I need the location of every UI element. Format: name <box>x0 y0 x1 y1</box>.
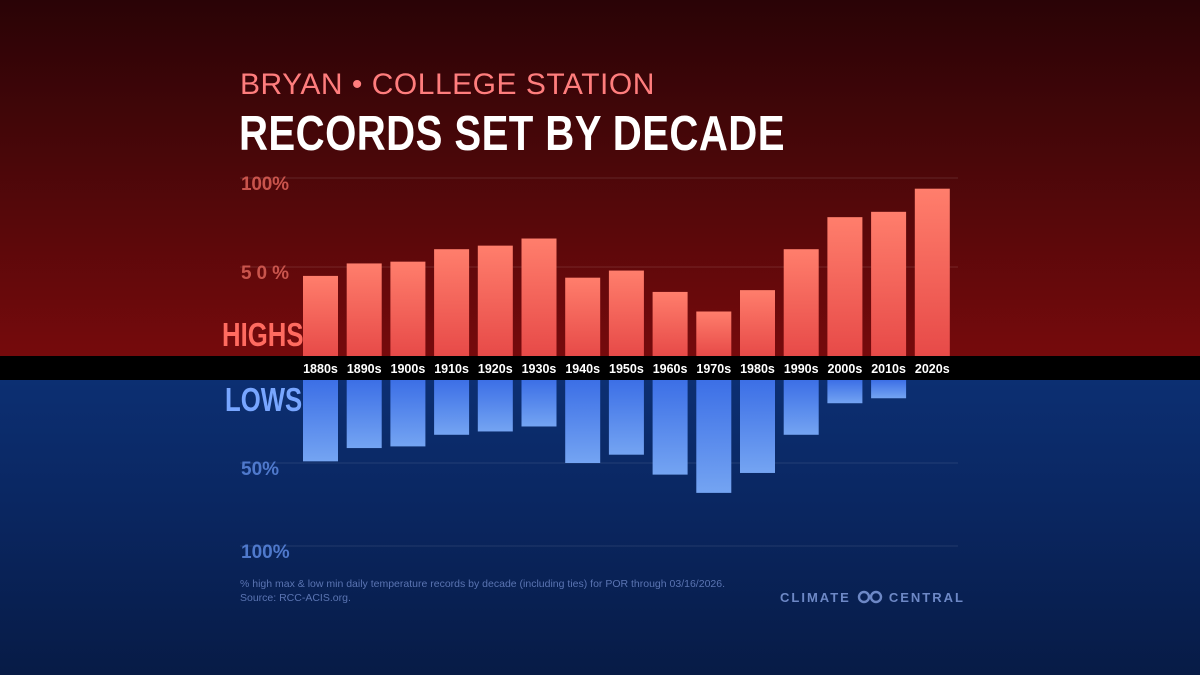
decade-label-2010s: 2010s <box>871 362 906 376</box>
highs-bar-1980s <box>740 290 775 356</box>
lows-bar-1920s <box>477 380 513 432</box>
highs-bar-2010s <box>871 211 907 356</box>
decade-label-1900s: 1900s <box>391 362 426 376</box>
chart-subtitle: BRYAN • COLLEGE STATION <box>240 68 655 101</box>
highs-bar-1880s <box>303 275 338 356</box>
decade-label-1980s: 1980s <box>740 362 775 376</box>
highs-bar-1950s <box>608 270 644 356</box>
decade-label-1950s: 1950s <box>609 362 644 376</box>
highs-tick-label: 50% <box>241 263 289 284</box>
decade-label-1990s: 1990s <box>784 362 819 376</box>
lows-bar-1960s <box>652 380 688 475</box>
decade-label-1970s: 1970s <box>696 362 731 376</box>
lows-bar-1880s <box>303 380 338 462</box>
decade-label-2020s: 2020s <box>915 362 950 376</box>
lows-bar-1970s <box>696 380 732 493</box>
decade-label-1960s: 1960s <box>653 362 688 376</box>
lows-tick-label: 50% <box>241 459 279 480</box>
lows-bar-1950s <box>608 380 644 455</box>
highs-bar-1920s <box>477 245 513 356</box>
highs-bar-1940s <box>565 277 601 356</box>
highs-bar-2020s <box>914 188 950 356</box>
lows-label: LOWS <box>225 381 303 418</box>
decade-label-1910s: 1910s <box>434 362 469 376</box>
lows-bar-1930s <box>521 380 557 427</box>
footnote: % high max & low min daily temperature r… <box>240 577 725 605</box>
lows-bar-1910s <box>434 380 470 435</box>
footnote-line-2: Source: RCC-ACIS.org. <box>240 592 351 604</box>
decade-label-1920s: 1920s <box>478 362 513 376</box>
lows-bar-1890s <box>346 380 382 449</box>
highs-bar-1890s <box>346 263 382 356</box>
highs-label: HIGHS <box>222 316 304 353</box>
highs-bar-1930s <box>521 238 557 356</box>
brand-left: CLIMATE <box>780 589 851 605</box>
highs-bar-2000s <box>827 217 863 356</box>
decade-label-1890s: 1890s <box>347 362 382 376</box>
highs-bar-1900s <box>390 261 426 356</box>
highs-bar-1990s <box>783 249 819 356</box>
lows-bar-2010s <box>871 380 907 399</box>
infinity-icon <box>857 590 883 604</box>
decade-label-2000s: 2000s <box>828 362 863 376</box>
lows-tick-label: 100% <box>241 542 290 563</box>
lows-bar-1980s <box>740 380 775 473</box>
highs-bar-1910s <box>434 249 470 356</box>
highs-tick-label: 100% <box>241 174 289 195</box>
decade-label-1940s: 1940s <box>565 362 600 376</box>
decade-axis-band <box>0 356 1200 380</box>
lows-bar-1900s <box>390 380 426 447</box>
climate-central-logo: CLIMATE CENTRAL <box>780 588 965 606</box>
decade-label-1930s: 1930s <box>522 362 557 376</box>
chart-title: RECORDS SET BY DECADE <box>239 107 785 161</box>
brand-right: CENTRAL <box>888 589 965 605</box>
lows-bar-1990s <box>783 380 819 435</box>
lows-bar-1940s <box>565 380 601 463</box>
highs-bar-1960s <box>652 291 688 356</box>
highs-bar-1970s <box>696 311 732 356</box>
footnote-line-1: % high max & low min daily temperature r… <box>240 578 725 590</box>
decade-label-1880s: 1880s <box>303 362 338 376</box>
lows-bar-2000s <box>827 380 863 404</box>
